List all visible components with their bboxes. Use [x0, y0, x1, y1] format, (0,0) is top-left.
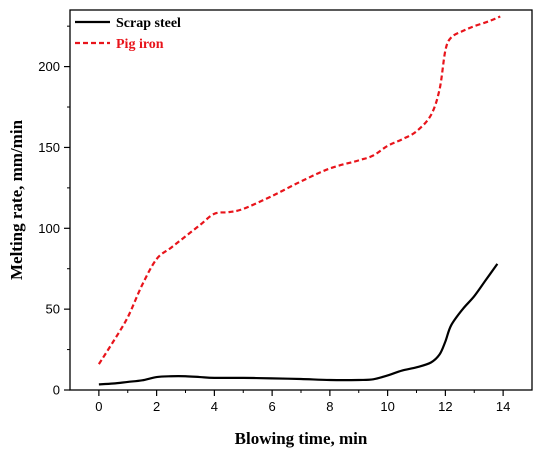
x-tick-label: 4 — [211, 399, 218, 414]
y-tick-label: 200 — [38, 59, 60, 74]
y-tick-label: 0 — [53, 383, 60, 398]
series-layer — [97, 15, 501, 386]
x-tick-label: 8 — [326, 399, 333, 414]
x-tick-label: 0 — [95, 399, 102, 414]
x-axis-ticks: 0 2 4 6 8 10 12 14 — [95, 390, 510, 414]
y-tick-label: 150 — [38, 140, 60, 155]
y-axis-title: Melting rate, mm/min — [7, 119, 26, 280]
y-axis-ticks: 0 50 100 150 200 — [38, 25, 70, 398]
x-tick-label: 10 — [380, 399, 394, 414]
x-axis-title: Blowing time, min — [235, 429, 368, 448]
legend-label-pig-iron: Pig iron — [116, 37, 164, 52]
series-line-pig-iron — [97, 15, 501, 365]
y-tick-label: 50 — [46, 302, 60, 317]
legend-label-scrap-steel: Scrap steel — [116, 16, 181, 31]
x-tick-label: 12 — [438, 399, 452, 414]
y-tick-label: 100 — [38, 221, 60, 236]
x-tick-label: 2 — [153, 399, 160, 414]
series-line-scrap-steel — [98, 263, 499, 386]
x-tick-label: 14 — [496, 399, 510, 414]
legend: Scrap steel Pig iron — [75, 16, 181, 52]
plot-frame — [69, 9, 533, 391]
x-tick-label: 6 — [269, 399, 276, 414]
